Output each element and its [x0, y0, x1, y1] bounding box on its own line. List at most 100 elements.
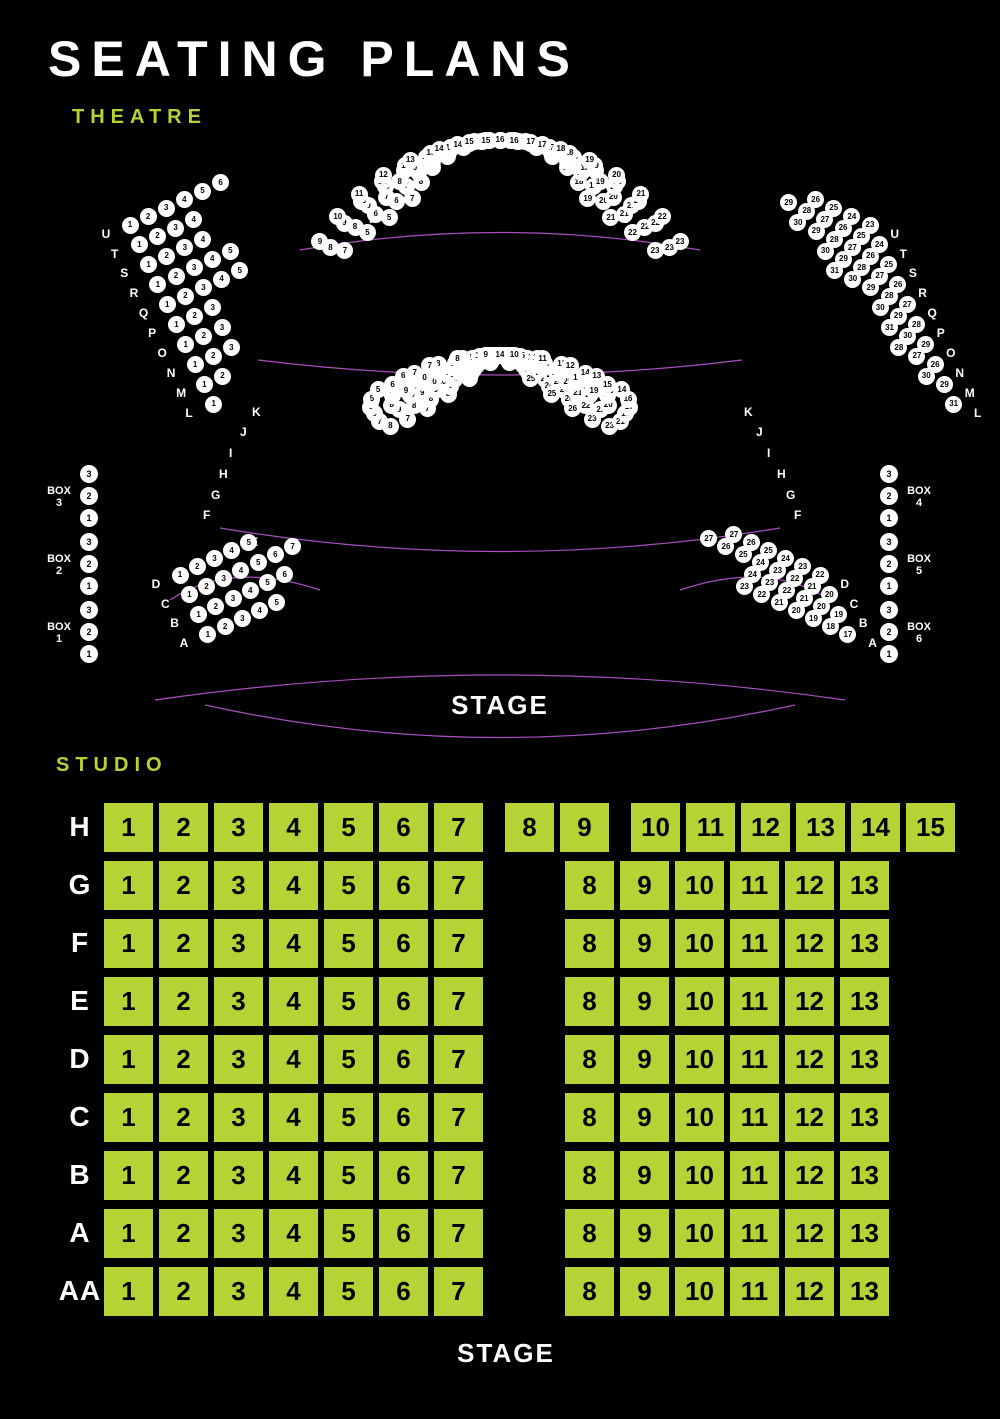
studio-seat[interactable]: 8 [565, 919, 614, 968]
studio-seat[interactable]: 11 [730, 977, 779, 1026]
studio-seat[interactable]: 1 [104, 1209, 153, 1258]
studio-seat[interactable]: 10 [675, 1209, 724, 1258]
studio-seat[interactable]: 7 [434, 1093, 483, 1142]
studio-seat[interactable]: 8 [565, 1267, 614, 1316]
theatre-seat[interactable]: 2 [149, 228, 166, 245]
studio-seat[interactable]: 4 [269, 919, 318, 968]
studio-seat[interactable]: 13 [840, 1151, 889, 1200]
theatre-seat[interactable]: 12 [375, 167, 392, 184]
theatre-seat[interactable]: 30 [918, 368, 935, 385]
theatre-seat[interactable]: 29 [808, 223, 825, 240]
theatre-seat[interactable]: 4 [242, 582, 259, 599]
studio-seat[interactable]: 5 [324, 1151, 373, 1200]
studio-seat[interactable]: 12 [785, 1151, 834, 1200]
studio-seat[interactable]: 8 [565, 1093, 614, 1142]
studio-seat[interactable]: 2 [159, 1151, 208, 1200]
studio-seat[interactable]: 1 [104, 1151, 153, 1200]
studio-seat[interactable]: 9 [620, 919, 669, 968]
studio-seat[interactable]: 11 [730, 861, 779, 910]
studio-seat[interactable]: 3 [214, 1035, 263, 1084]
studio-seat[interactable]: 1 [104, 977, 153, 1026]
studio-seat[interactable]: 4 [269, 1035, 318, 1084]
theatre-seat[interactable]: 3 [167, 220, 184, 237]
theatre-seat[interactable]: 5 [194, 183, 211, 200]
studio-seat[interactable]: 13 [840, 1267, 889, 1316]
studio-seat[interactable]: 5 [324, 1093, 373, 1142]
studio-seat[interactable]: 3 [214, 1209, 263, 1258]
box-seat[interactable]: 1 [880, 577, 898, 595]
box-seat[interactable]: 1 [80, 509, 98, 527]
box-seat[interactable]: 1 [880, 645, 898, 663]
studio-seat[interactable]: 12 [785, 1267, 834, 1316]
studio-seat[interactable]: 12 [785, 1209, 834, 1258]
theatre-seat[interactable]: 19 [581, 152, 598, 169]
theatre-seat[interactable]: 25 [735, 546, 752, 563]
studio-seat[interactable]: 4 [269, 1267, 318, 1316]
studio-seat[interactable]: 12 [785, 861, 834, 910]
theatre-seat[interactable]: 3 [223, 339, 240, 356]
studio-seat[interactable]: 4 [269, 1151, 318, 1200]
studio-seat[interactable]: 12 [785, 977, 834, 1026]
theatre-seat[interactable]: 31 [945, 396, 962, 413]
studio-seat[interactable]: 4 [269, 1093, 318, 1142]
studio-seat[interactable]: 2 [159, 1035, 208, 1084]
theatre-seat[interactable]: 4 [204, 251, 221, 268]
studio-seat[interactable]: 6 [379, 1035, 428, 1084]
box-seat[interactable]: 3 [80, 533, 98, 551]
studio-seat[interactable]: 1 [104, 919, 153, 968]
studio-seat[interactable]: 6 [379, 1267, 428, 1316]
studio-seat[interactable]: 1 [104, 1035, 153, 1084]
studio-seat[interactable]: 15 [906, 803, 955, 852]
studio-seat[interactable]: 6 [379, 1093, 428, 1142]
studio-seat[interactable]: 9 [560, 803, 609, 852]
studio-seat[interactable]: 5 [324, 1035, 373, 1084]
studio-seat[interactable]: 11 [730, 1151, 779, 1200]
studio-seat[interactable]: 3 [214, 919, 263, 968]
theatre-seat[interactable]: 23 [672, 233, 689, 250]
studio-seat[interactable]: 13 [840, 1209, 889, 1258]
studio-seat[interactable]: 10 [675, 1035, 724, 1084]
box-seat[interactable]: 3 [880, 465, 898, 483]
theatre-seat[interactable]: 2 [214, 368, 231, 385]
studio-seat[interactable]: 1 [104, 1267, 153, 1316]
studio-seat[interactable]: 11 [730, 1035, 779, 1084]
studio-seat[interactable]: 8 [565, 1151, 614, 1200]
studio-seat[interactable]: 13 [796, 803, 845, 852]
studio-seat[interactable]: 12 [785, 1093, 834, 1142]
studio-seat[interactable]: 13 [840, 1093, 889, 1142]
theatre-seat[interactable]: 15 [461, 134, 478, 151]
studio-seat[interactable]: 8 [565, 1209, 614, 1258]
box-seat[interactable]: 2 [880, 555, 898, 573]
studio-seat[interactable]: 4 [269, 977, 318, 1026]
studio-seat[interactable]: 5 [324, 1267, 373, 1316]
theatre-seat[interactable]: 2 [168, 268, 185, 285]
studio-seat[interactable]: 10 [675, 919, 724, 968]
studio-seat[interactable]: 6 [379, 919, 428, 968]
theatre-seat[interactable]: 11 [351, 186, 368, 203]
studio-seat[interactable]: 10 [675, 861, 724, 910]
theatre-seat[interactable]: 14 [431, 141, 448, 158]
studio-seat[interactable]: 6 [379, 1209, 428, 1258]
studio-seat[interactable]: 7 [434, 977, 483, 1026]
theatre-seat[interactable]: 16 [492, 132, 509, 149]
studio-seat[interactable]: 3 [214, 1267, 263, 1316]
studio-seat[interactable]: 8 [505, 803, 554, 852]
studio-seat[interactable]: 9 [620, 1267, 669, 1316]
theatre-seat[interactable]: 21 [771, 594, 788, 611]
theatre-seat[interactable]: 27 [908, 348, 925, 365]
studio-seat[interactable]: 6 [379, 1151, 428, 1200]
studio-seat[interactable]: 8 [565, 861, 614, 910]
theatre-seat[interactable]: 3 [234, 610, 251, 627]
studio-seat[interactable]: 12 [785, 1035, 834, 1084]
studio-seat[interactable]: 7 [434, 861, 483, 910]
theatre-seat[interactable]: 2 [217, 618, 234, 635]
theatre-seat[interactable]: 5 [222, 243, 239, 260]
studio-seat[interactable]: 10 [675, 977, 724, 1026]
studio-seat[interactable]: 5 [324, 977, 373, 1026]
studio-seat[interactable]: 10 [631, 803, 680, 852]
theatre-seat[interactable]: 18 [552, 141, 569, 158]
studio-seat[interactable]: 9 [620, 1151, 669, 1200]
studio-seat[interactable]: 4 [269, 861, 318, 910]
studio-seat[interactable]: 10 [675, 1093, 724, 1142]
theatre-seat[interactable]: 4 [176, 191, 193, 208]
